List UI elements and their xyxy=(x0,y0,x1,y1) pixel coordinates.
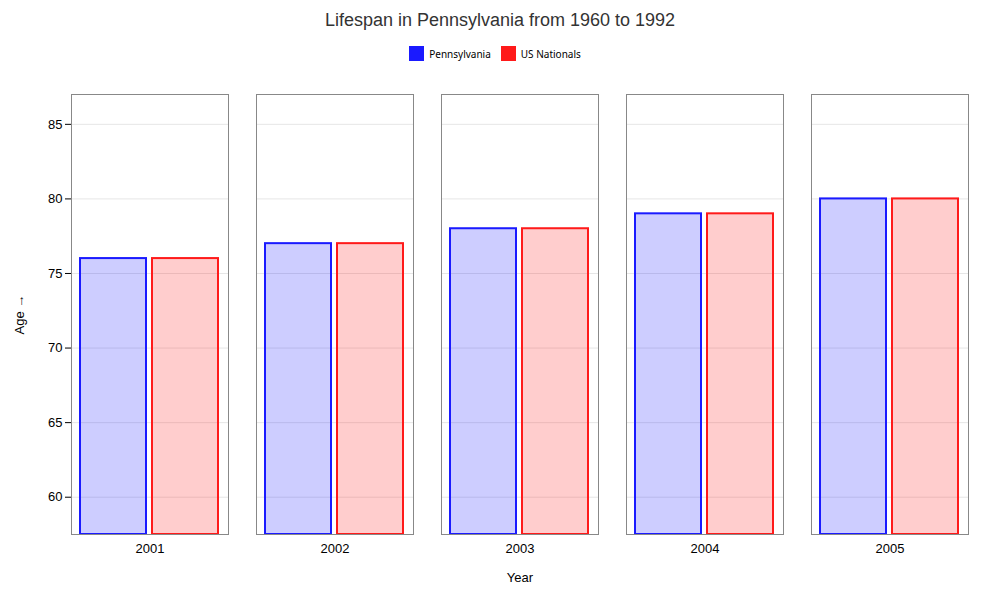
svg-text:65: 65 xyxy=(48,415,62,430)
svg-text:Year: Year xyxy=(507,570,534,585)
svg-text:80: 80 xyxy=(48,191,62,206)
html-text:Pennsylvania: Pennsylvania xyxy=(429,46,491,61)
svg-text:2005: 2005 xyxy=(876,541,905,556)
svg-text:Age →: Age → xyxy=(12,295,27,335)
svg-text:85: 85 xyxy=(48,116,62,131)
svg-text:70: 70 xyxy=(48,340,62,355)
html-text:Lifespan in Pennsylvania from: Lifespan in Pennsylvania from 1960 to 19… xyxy=(324,10,676,30)
svg-text:2001: 2001 xyxy=(136,541,165,556)
svg-text:2003: 2003 xyxy=(506,541,535,556)
svg-text:75: 75 xyxy=(48,266,62,281)
svg-text:2002: 2002 xyxy=(321,541,350,556)
html-text:US Nationals: US Nationals xyxy=(520,46,581,61)
svg-text:60: 60 xyxy=(48,489,62,504)
svg-text:2004: 2004 xyxy=(691,541,720,556)
